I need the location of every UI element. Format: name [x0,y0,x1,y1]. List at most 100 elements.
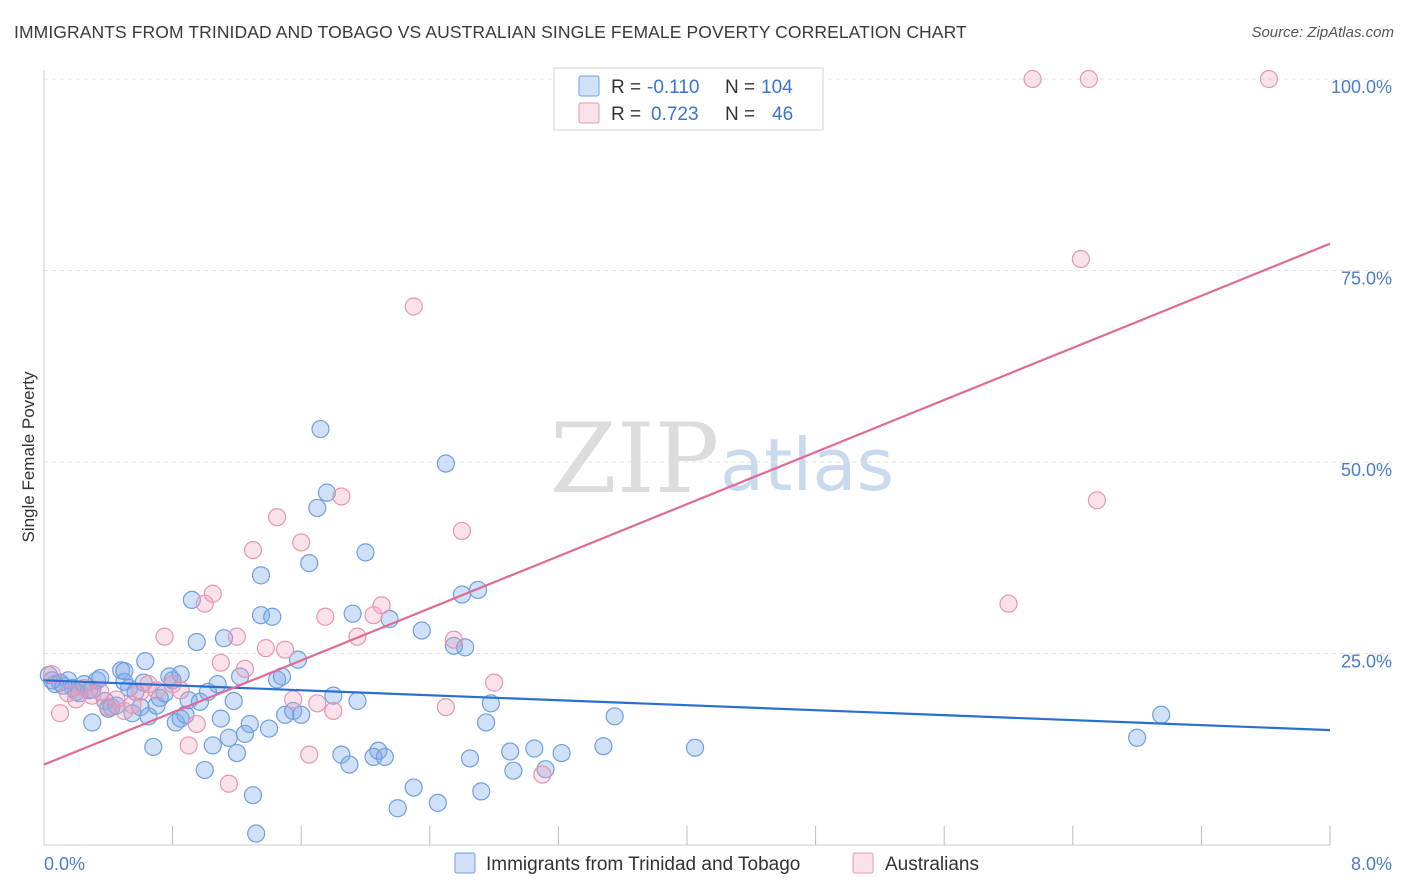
data-point [533,765,552,784]
data-point [263,607,282,626]
data-point [187,632,206,652]
data-point [187,714,206,734]
data-point [224,691,243,711]
y-tick-label-100: 100.0% [1331,77,1392,97]
data-point [203,736,222,755]
data-point [375,747,394,767]
data-point [1023,69,1042,89]
series-australians-points [42,69,1279,793]
bottom-legend-label-trinidad: Immigrants from Trinidad and Tobago [486,854,800,875]
data-point [284,690,303,709]
legend-n-value-blue: 104 [761,77,793,98]
watermark-zip: ZIP [550,403,719,515]
data-point [460,749,480,768]
data-point [251,566,271,585]
correlation-legend: R = -0.110 N = 104 R = 0.723 N = 46 [553,67,824,131]
data-point [476,713,496,732]
data-point [1087,491,1107,510]
data-point [308,498,327,518]
data-point [317,483,337,502]
data-point [42,665,62,684]
data-point [256,639,275,658]
y-tick-label-75: 75.0% [1341,269,1392,289]
data-point [136,652,155,671]
legend-swatch-blue [578,75,600,97]
data-point [485,673,504,692]
data-point [412,621,431,640]
trend-line-trinidad [43,679,1331,732]
data-point [685,738,705,757]
data-point [436,698,455,717]
bottom-legend-label-australians: Australians [885,854,979,875]
legend-n-label-pink: N = [725,104,755,125]
y-axis-label: Single Female Poverty [19,371,38,543]
legend-r-label-blue: R = [611,77,641,98]
data-point [50,704,70,723]
y-tick-label-25: 25.0% [1341,652,1392,672]
data-point [211,653,230,672]
data-point [504,761,523,780]
data-point [243,540,263,560]
data-point [404,297,423,316]
legend-r-label-pink: R = [611,104,641,125]
x-tick-label-min: 0.0% [44,854,85,874]
series-legend: Immigrants from Trinidad and Tobago Aust… [454,852,979,875]
data-point [240,714,259,734]
data-point [452,521,472,541]
bottom-legend-swatch-blue [454,852,476,874]
data-point [501,742,520,761]
data-point [999,594,1018,613]
trend-line-australians [43,242,1331,766]
data-point [235,724,255,744]
y-tick-labels: 25.0% 50.0% 75.0% 100.0% [1331,77,1392,672]
data-point [115,662,134,681]
data-point [292,705,311,724]
data-point [179,736,198,755]
data-point [605,707,624,726]
data-point [144,737,163,757]
data-point [292,533,311,552]
data-point [525,739,544,758]
data-point [227,743,246,763]
data-point [594,737,613,756]
data-point [243,786,263,805]
data-point [552,743,571,763]
data-point [1152,705,1171,724]
legend-n-value-pink: 46 [772,104,793,125]
data-point [428,793,447,812]
data-point [444,630,464,649]
data-point [481,694,500,713]
data-point [404,778,423,797]
data-point [316,607,335,626]
data-point [235,659,255,678]
data-point [195,760,214,780]
data-point [203,584,222,603]
data-point [276,640,295,659]
data-point [155,627,174,646]
data-point [219,774,238,793]
data-point [300,554,319,573]
legend-n-label-blue: N = [725,77,755,98]
x-tick-label-max: 8.0% [1351,854,1392,874]
data-point [343,604,362,623]
data-point [308,694,327,713]
data-point [388,799,407,818]
watermark-atlas: atlas [720,423,894,507]
source-label: Source: ZipAtlas.com [1251,24,1394,41]
data-point [324,686,343,705]
data-point [1259,69,1279,89]
data-point [147,681,166,700]
data-point [267,508,287,527]
data-point [247,824,266,843]
data-point [311,419,330,439]
data-point [472,782,491,801]
data-point [123,695,142,714]
data-point [356,543,375,562]
data-point [227,627,246,646]
data-point [1071,249,1090,269]
data-point [211,709,230,728]
data-point [219,728,238,747]
data-point [1079,69,1098,89]
legend-r-value-blue: -0.110 [647,77,699,98]
data-point [91,682,110,701]
